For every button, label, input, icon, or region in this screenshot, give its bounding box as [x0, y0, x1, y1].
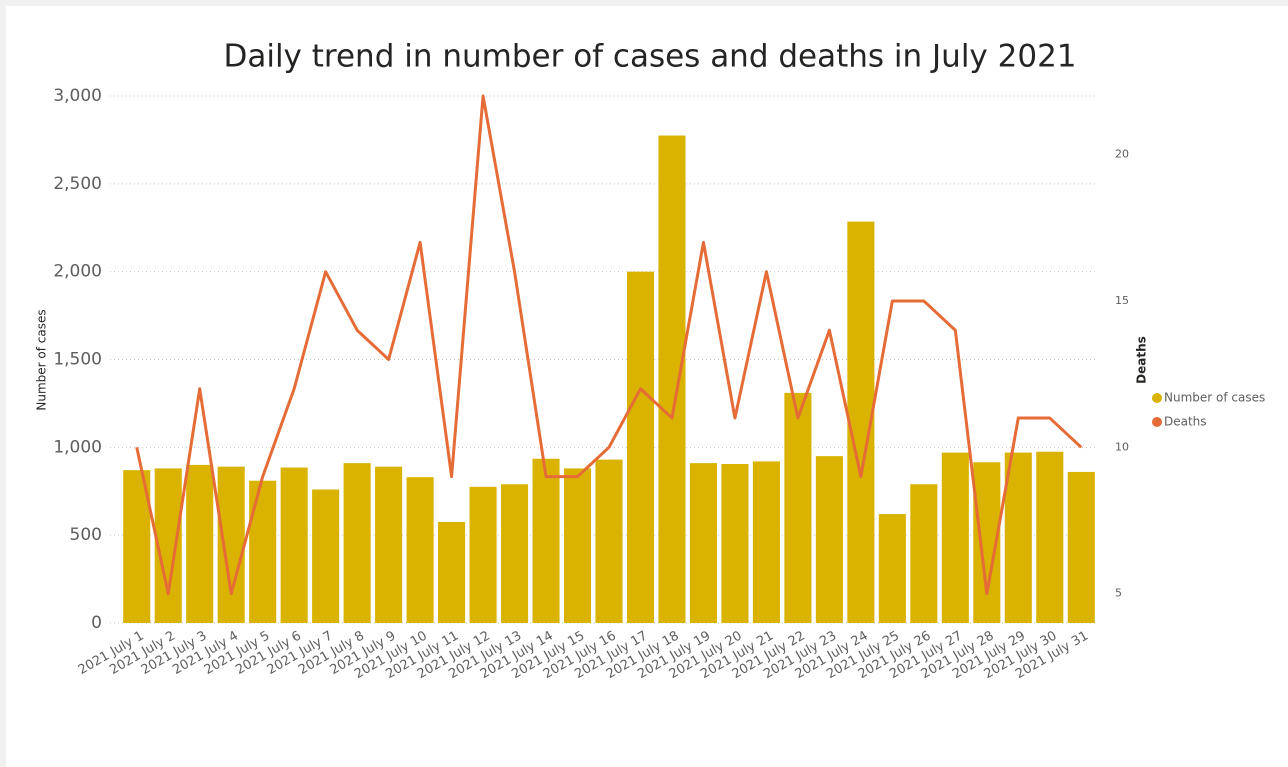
- y2-axis-label: Deaths: [1135, 336, 1149, 384]
- legend-marker: [1152, 417, 1162, 427]
- y-tick-label: 0: [91, 613, 102, 633]
- bar: [658, 135, 686, 623]
- bar: [469, 486, 497, 623]
- line: [135, 94, 1083, 596]
- bar: [689, 463, 717, 623]
- bar: [1067, 471, 1095, 623]
- bar: [343, 463, 371, 623]
- bar: [532, 458, 560, 623]
- bar: [217, 466, 245, 623]
- bar: [595, 459, 623, 623]
- legend-label: Number of cases: [1164, 391, 1265, 405]
- y-tick-label: 1,500: [53, 350, 102, 370]
- bar: [280, 467, 308, 623]
- y-tick-label: 1,000: [53, 437, 102, 457]
- bar: [941, 452, 969, 623]
- y-tick-label: 3,000: [53, 86, 102, 106]
- bar: [438, 521, 466, 623]
- bar: [186, 464, 214, 623]
- bar: [721, 464, 749, 623]
- bar: [784, 392, 812, 623]
- bar: [375, 466, 403, 623]
- bar: [249, 480, 277, 623]
- bar: [910, 484, 938, 623]
- bar: [563, 468, 592, 623]
- bar: [406, 477, 434, 623]
- bar: [878, 514, 906, 623]
- bar: [815, 456, 843, 623]
- chart-title: Daily trend in number of cases and death…: [223, 39, 1076, 75]
- legend-marker: [1152, 393, 1162, 403]
- y-tick-label: 500: [70, 525, 102, 545]
- y2-tick-label: 10: [1115, 440, 1129, 453]
- bar: [1004, 452, 1032, 623]
- y-tick-label: 2,000: [53, 262, 102, 282]
- bar: [752, 461, 780, 623]
- bar: [626, 271, 655, 623]
- bar: [312, 489, 340, 623]
- y2-tick-label: 5: [1115, 587, 1122, 600]
- legend-label: Deaths: [1164, 415, 1207, 429]
- y2-tick-label: 15: [1115, 294, 1129, 307]
- bar: [1036, 451, 1064, 623]
- bar: [501, 484, 529, 623]
- y2-tick-label: 20: [1115, 148, 1129, 161]
- y-tick-label: 2,500: [53, 174, 102, 194]
- y-axis-label: Number of cases: [35, 309, 49, 410]
